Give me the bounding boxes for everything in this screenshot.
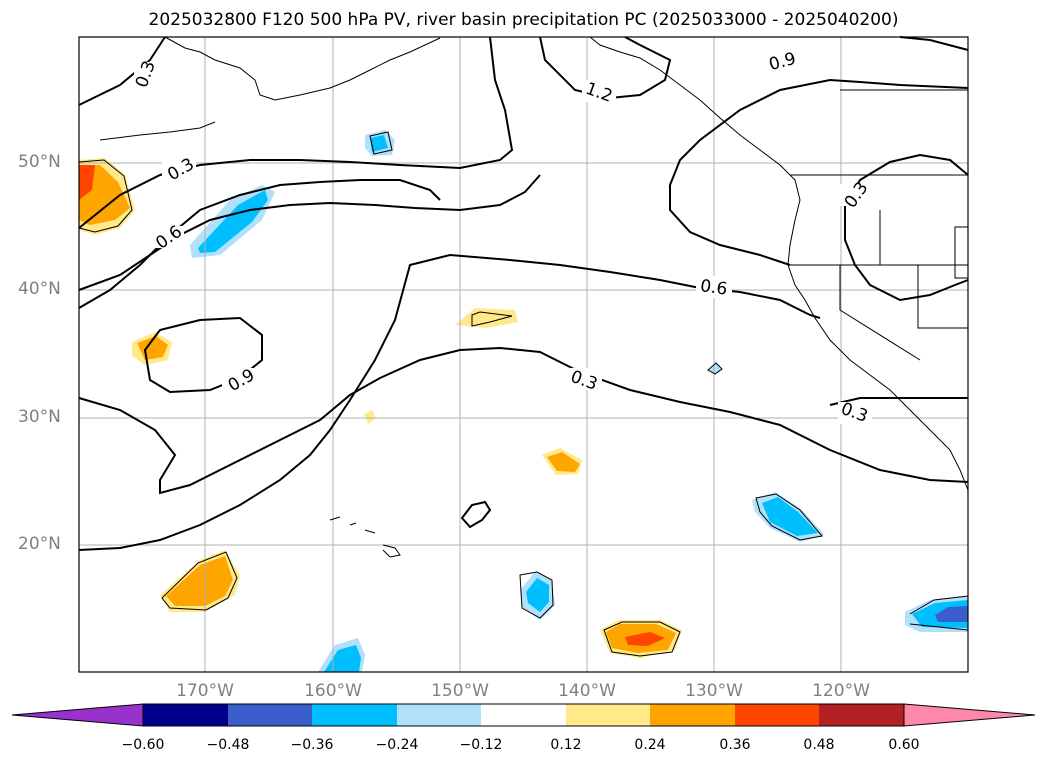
pv-contour-9 <box>844 153 969 302</box>
lat-label-50n: 50°N <box>18 152 61 172</box>
colorbar-tick: 0.36 <box>719 737 751 753</box>
pv-contour-8 <box>78 253 821 551</box>
colorbar-tick: −0.36 <box>290 737 334 753</box>
colorbar-tick: −0.12 <box>459 737 503 753</box>
lon-label-170w: 170°W <box>176 681 234 701</box>
gridlines <box>79 37 968 672</box>
pv-contour-6 <box>539 36 672 100</box>
lon-label-130w: 130°W <box>685 681 743 701</box>
precip-patch-positive-3 <box>364 410 376 424</box>
lon-label-160w: 160°W <box>304 681 362 701</box>
lat-label-20n: 20°N <box>18 534 61 554</box>
precip-patches <box>79 130 968 672</box>
pv-contour-10 <box>669 36 969 266</box>
pv-contour-7 <box>78 346 969 495</box>
map-frame <box>78 36 969 673</box>
pv-contour-4 <box>78 174 541 291</box>
precip-patch-positive-2 <box>455 308 518 328</box>
pv-contour-5 <box>143 316 263 394</box>
pv-contour-3 <box>78 179 441 309</box>
colorbar <box>11 703 1036 727</box>
pv-contour-12 <box>460 500 492 529</box>
map-title: 2025032800 F120 500 hPa PV, river basin … <box>148 10 899 30</box>
contour-label: 0.6 <box>699 276 729 300</box>
colorbar-tick: 0.24 <box>634 737 666 753</box>
colorbar-tick: 0.60 <box>888 737 920 753</box>
lat-label-30n: 30°N <box>18 407 61 427</box>
colorbar-extend-low <box>11 703 144 727</box>
pv-contour-11 <box>829 397 968 406</box>
lon-label-140w: 140°W <box>558 681 616 701</box>
colorbar-tick: −0.24 <box>375 737 419 753</box>
colorbar-tick: −0.48 <box>206 737 250 753</box>
lon-label-150w: 150°W <box>431 681 489 701</box>
colorbar-tick: 0.12 <box>550 737 582 753</box>
colorbar-tick: −0.60 <box>121 737 165 753</box>
colorbar-tick: 0.48 <box>803 737 835 753</box>
lat-label-40n: 40°N <box>18 279 61 299</box>
pv-contours <box>78 36 969 551</box>
colorbar-extend-high <box>903 703 1036 727</box>
lon-label-120w: 120°W <box>812 681 870 701</box>
